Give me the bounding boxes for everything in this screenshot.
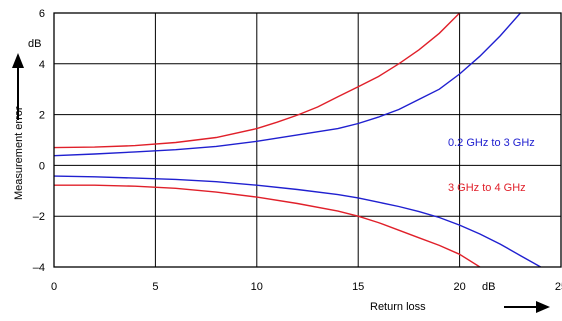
- x-tick-label-2: 10: [251, 281, 263, 293]
- legend-entry-0: 0.2 GHz to 3 GHz: [448, 137, 535, 149]
- y-tick-label-5: –4: [33, 262, 45, 274]
- series-line-1-lower: [54, 175, 542, 267]
- x-tick-label-4: 20: [453, 281, 465, 293]
- legend-entry-1: 3 GHz to 4 GHz: [448, 182, 526, 194]
- y-tick-labels: 6 4 2 0 –2 –4: [33, 8, 45, 274]
- y-tick-label-4: –2: [33, 211, 45, 223]
- y-axis-label: Measurement error: [13, 106, 25, 200]
- x-tick-label-3: 15: [352, 281, 364, 293]
- series-group: [54, 13, 542, 267]
- y-axis-arrow-icon: [12, 53, 24, 120]
- x-axis-arrow-icon: [504, 301, 550, 313]
- x-axis-label: Return loss: [370, 301, 426, 313]
- x-tick-label-1: 5: [152, 281, 158, 293]
- x-tick-label-0: 0: [51, 281, 57, 293]
- x-tick-label-5: 25: [555, 281, 562, 293]
- y-tick-label-3: 0: [39, 160, 45, 172]
- y-tick-label-2: 2: [39, 110, 45, 122]
- series-line-0-upper: [54, 13, 521, 157]
- y-axis-unit: dB: [28, 38, 41, 50]
- series-line-2-upper: [54, 13, 461, 149]
- plot-frame: [53, 12, 562, 268]
- y-tick-label-0: 6: [39, 8, 45, 20]
- x-tick-labels: 0 5 10 15 20 25: [51, 281, 562, 293]
- series-line-3-lower: [54, 184, 481, 267]
- y-tick-label-1: 4: [39, 59, 45, 71]
- x-axis-unit: dB: [482, 281, 495, 293]
